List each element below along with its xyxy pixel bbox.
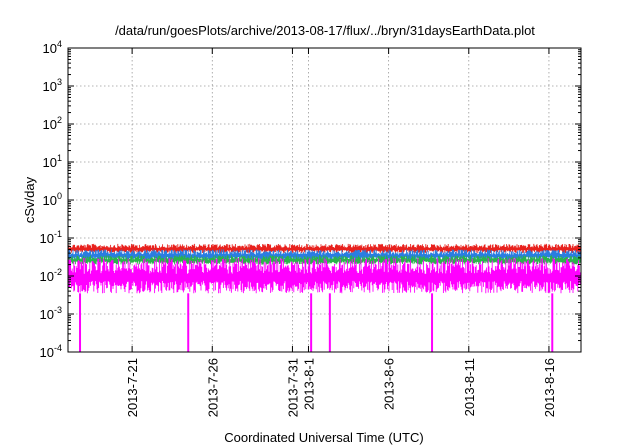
y-tick-label: 100 (43, 191, 62, 208)
y-tick-label: 103 (43, 77, 62, 94)
x-tick-label: 2013-7-31 (285, 358, 300, 417)
x-tick-label: 2013-7-21 (125, 358, 140, 417)
x-tick-label: 2013-7-26 (205, 358, 220, 417)
x-tick-label: 2013-8-16 (542, 358, 557, 417)
y-tick-label: 10-2 (40, 267, 62, 284)
y-axis: 10-4 10-3 10-2 10-1 100 101 102 103 104 (40, 39, 581, 360)
grid (68, 48, 581, 352)
y-tick-label: 101 (43, 153, 62, 170)
dropouts-group (79, 293, 554, 352)
x-axis-label: Coordinated Universal Time (UTC) (224, 430, 423, 445)
series-group (68, 243, 581, 294)
y-tick-label: 10-4 (40, 343, 62, 360)
series-4 (68, 257, 581, 294)
series-1 (68, 243, 581, 254)
series-trace (68, 243, 581, 254)
chart-title: /data/run/goesPlots/archive/2013-08-17/f… (115, 23, 535, 38)
y-tick-label: 104 (43, 39, 62, 56)
y-tick-label: 102 (43, 115, 62, 132)
x-tick-label: 2013-8-6 (382, 358, 397, 410)
x-axis: 2013-7-21 2013-7-26 2013-7-31 2013-8-1 2013-… (125, 48, 557, 417)
y-axis-label: cSv/day (22, 176, 37, 223)
series-trace (68, 257, 581, 294)
y-tick-label: 10-3 (40, 305, 62, 322)
x-tick-label: 2013-8-11 (462, 358, 477, 416)
x-tick-label: 2013-8-1 (301, 358, 316, 410)
y-tick-label: 10-1 (40, 229, 62, 246)
